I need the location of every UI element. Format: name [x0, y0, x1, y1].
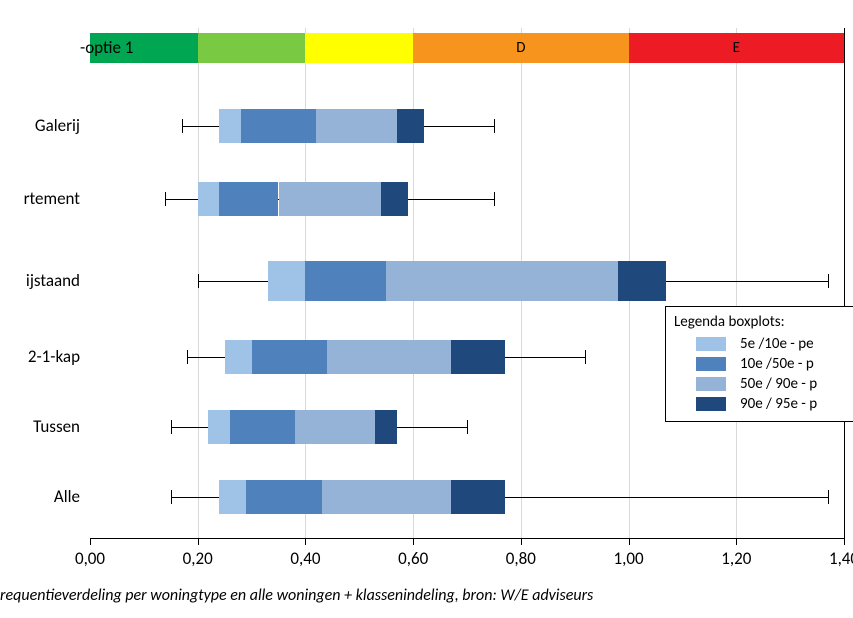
seg-p10-50	[305, 261, 386, 301]
x-tick-mark	[629, 538, 630, 545]
energy-class-band: E	[629, 33, 844, 63]
seg-p10-50	[246, 480, 321, 514]
whisker-cap-high	[494, 192, 495, 206]
whisker-cap-high	[585, 350, 586, 364]
legend-item: 5e /10e - pe	[674, 335, 853, 353]
seg-p50-90	[327, 340, 451, 374]
whisker-cap-low	[171, 420, 172, 434]
legend-item: 50e / 90e - p	[674, 375, 853, 393]
whisker-cap-high	[467, 420, 468, 434]
legend-title: Legenda boxplots:	[674, 313, 853, 331]
energy-class-band	[198, 33, 306, 63]
x-tick-label: 0,60	[398, 548, 428, 569]
legend-item: 10e /50e - p	[674, 355, 853, 373]
whisker-cap-low	[182, 119, 183, 133]
legend-swatch	[696, 377, 726, 391]
seg-p10-50	[252, 340, 327, 374]
seg-p50-90	[386, 261, 618, 301]
plot-area: DE	[90, 28, 845, 539]
x-tick-mark	[198, 538, 199, 545]
row-label: 2-1-kap	[28, 346, 90, 367]
legend-swatch	[696, 397, 726, 411]
legend-item-label: 90e / 95e - p	[740, 395, 817, 413]
seg-p50-90	[279, 182, 381, 216]
row-label: ijstaand	[26, 270, 90, 291]
whisker-cap-high	[494, 119, 495, 133]
legend: Legenda boxplots: 5e /10e - pe 10e /50e - …	[665, 306, 853, 422]
seg-p05-10	[268, 261, 306, 301]
legend-item-label: 5e /10e - pe	[740, 335, 814, 353]
x-tick-mark	[736, 538, 737, 545]
x-tick-label: 1,20	[721, 548, 751, 569]
row-label: Galerij	[35, 115, 90, 136]
whisker-cap-high	[828, 490, 829, 504]
x-tick-mark	[413, 538, 414, 545]
x-tick-mark	[90, 538, 91, 545]
x-tick-label: 1,00	[614, 548, 644, 569]
seg-p05-10	[208, 410, 230, 444]
seg-p05-10	[198, 182, 220, 216]
gridline	[736, 28, 737, 538]
x-tick-mark	[844, 538, 845, 545]
caption: requentieverdeling per woningtype en all…	[0, 586, 593, 605]
seg-p90-95	[618, 261, 666, 301]
x-tick-mark	[521, 538, 522, 545]
row-label: Alle	[54, 486, 90, 507]
seg-p10-50	[241, 109, 316, 143]
seg-p50-90	[316, 109, 397, 143]
seg-p05-10	[219, 109, 241, 143]
class-row-label: -optie 1	[80, 37, 90, 58]
seg-p90-95	[397, 109, 424, 143]
seg-p10-50	[230, 410, 295, 444]
seg-p90-95	[375, 410, 397, 444]
seg-p05-10	[225, 340, 252, 374]
seg-p10-50	[219, 182, 278, 216]
whisker-cap-high	[828, 274, 829, 288]
row-label: Tussen	[33, 416, 90, 437]
legend-swatch	[696, 357, 726, 371]
legend-item-label: 50e / 90e - p	[740, 375, 817, 393]
legend-swatch	[696, 337, 726, 351]
seg-p50-90	[295, 410, 376, 444]
seg-p50-90	[322, 480, 451, 514]
x-tick-mark	[305, 538, 306, 545]
seg-p05-10	[219, 480, 246, 514]
x-tick-label: 0,20	[183, 548, 213, 569]
chart-container: DE requentieverdeling per woningtype en …	[0, 0, 853, 618]
seg-p90-95	[451, 480, 505, 514]
whisker-cap-low	[165, 192, 166, 206]
x-tick-label: 0,00	[75, 548, 105, 569]
energy-class-band	[305, 33, 413, 63]
x-tick-label: 0,40	[290, 548, 320, 569]
seg-p90-95	[381, 182, 408, 216]
x-tick-label: 1,40	[829, 548, 853, 569]
whisker-cap-low	[187, 350, 188, 364]
legend-item: 90e / 95e - p	[674, 395, 853, 413]
whisker-cap-low	[198, 274, 199, 288]
seg-p90-95	[451, 340, 505, 374]
legend-item-label: 10e /50e - p	[740, 355, 814, 373]
whisker-cap-low	[171, 490, 172, 504]
row-label: rtement	[24, 188, 90, 209]
x-tick-label: 0,80	[506, 548, 536, 569]
energy-class-band: D	[413, 33, 628, 63]
